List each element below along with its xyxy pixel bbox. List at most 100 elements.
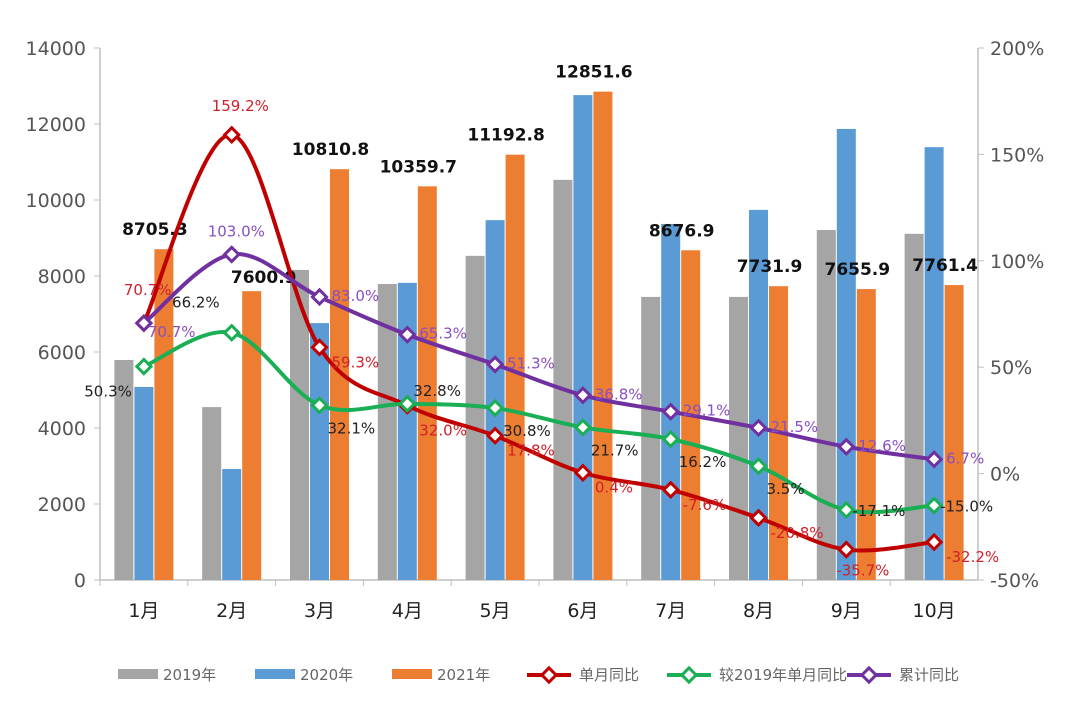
line-data-label: 32.0% bbox=[419, 422, 467, 440]
x-tick-label: 3月 bbox=[304, 600, 335, 622]
marker-单月同比 bbox=[924, 532, 944, 552]
line-data-label: 21.7% bbox=[591, 441, 639, 459]
bar-2021年 bbox=[242, 291, 262, 580]
x-tick-label: 8月 bbox=[743, 600, 774, 622]
bar-2020年 bbox=[661, 223, 681, 580]
marker-累计同比 bbox=[485, 355, 505, 374]
line-data-label: 66.2% bbox=[172, 294, 220, 312]
bar-data-label: 10359.7 bbox=[380, 157, 457, 177]
bar-data-label: 8705.3 bbox=[122, 220, 188, 240]
line-累计同比 bbox=[142, 252, 935, 462]
bar-2019年 bbox=[641, 296, 661, 580]
bar-data-label: 8676.9 bbox=[649, 221, 715, 241]
x-tick-label: 7月 bbox=[655, 600, 686, 622]
marker-较2019年单月同比 bbox=[398, 394, 417, 413]
bar-2019年 bbox=[377, 283, 397, 580]
bar-data-label: 11192.8 bbox=[467, 126, 544, 146]
marker-单月同比 bbox=[222, 125, 241, 145]
line-data-label: -20.8% bbox=[771, 524, 824, 542]
legend-swatch bbox=[392, 669, 432, 679]
legend-label: 单月同比 bbox=[579, 666, 639, 684]
line-data-label: -15.0% bbox=[940, 498, 993, 516]
marker-较2019年单月同比 bbox=[222, 323, 241, 342]
x-tick-label: 4月 bbox=[392, 600, 423, 622]
left-tick-label: 10000 bbox=[26, 190, 86, 212]
marker-较2019年单月同比 bbox=[573, 418, 593, 437]
line-data-label: 65.3% bbox=[419, 325, 467, 343]
right-tick-label: 0% bbox=[990, 464, 1020, 486]
line-data-label: 17.8% bbox=[507, 442, 555, 460]
marker-较2019年单月同比 bbox=[661, 429, 680, 449]
right-tick-label: 100% bbox=[990, 251, 1044, 273]
x-tick-label: 9月 bbox=[831, 600, 862, 622]
left-tick-label: 6000 bbox=[38, 342, 86, 364]
bar-2021年 bbox=[505, 154, 525, 581]
bar-2019年 bbox=[202, 407, 222, 580]
bar-2020年 bbox=[397, 282, 417, 580]
marker-较2019年单月同比 bbox=[485, 398, 505, 418]
line-data-label: -32.2% bbox=[946, 548, 999, 566]
bar-2019年 bbox=[553, 179, 573, 581]
marker-累计同比 bbox=[661, 402, 680, 421]
bar-data-label: 7761.4 bbox=[912, 256, 978, 276]
x-tick-label: 2月 bbox=[216, 600, 247, 622]
line-data-label: 59.3% bbox=[332, 353, 380, 371]
marker-较2019年单月同比 bbox=[134, 357, 154, 376]
legend-label: 2020年 bbox=[300, 666, 353, 684]
marker-较2019年单月同比 bbox=[749, 456, 768, 476]
legend-marker bbox=[859, 665, 879, 685]
left-tick-label: 14000 bbox=[26, 38, 86, 60]
line-data-label: -35.7% bbox=[836, 562, 889, 580]
right-tick-label: 200% bbox=[990, 38, 1044, 60]
bar-2021年 bbox=[330, 169, 349, 580]
marker-单月同比 bbox=[749, 508, 768, 528]
marker-较2019年单月同比 bbox=[837, 500, 856, 520]
marker-单月同比 bbox=[837, 540, 856, 559]
marker-单月同比 bbox=[573, 463, 593, 482]
left-tick-label: 8000 bbox=[38, 266, 86, 288]
bar-2021年 bbox=[944, 285, 964, 580]
bar-2020年 bbox=[222, 469, 242, 580]
marker-单月同比 bbox=[310, 338, 329, 357]
bar-2019年 bbox=[816, 230, 836, 580]
bar-data-label: 10810.8 bbox=[292, 140, 369, 160]
bar-2020年 bbox=[749, 209, 768, 580]
marker-累计同比 bbox=[837, 437, 856, 456]
line-data-label: 36.8% bbox=[595, 385, 643, 403]
line-data-label: 32.8% bbox=[413, 382, 461, 400]
bar-2019年 bbox=[904, 233, 924, 580]
left-tick-label: 2000 bbox=[38, 494, 86, 516]
left-tick-label: 0 bbox=[74, 570, 86, 592]
marker-较2019年单月同比 bbox=[310, 396, 329, 415]
line-data-label: 30.8% bbox=[503, 422, 551, 440]
marker-累计同比 bbox=[222, 245, 241, 264]
line-data-label: 159.2% bbox=[212, 97, 269, 115]
bar-2021年 bbox=[417, 186, 437, 580]
left-tick-label: 4000 bbox=[38, 418, 86, 440]
bar-2019年 bbox=[465, 255, 485, 581]
line-单月同比 bbox=[142, 132, 935, 553]
x-tick-label: 5月 bbox=[480, 600, 511, 622]
legend-swatch bbox=[255, 669, 295, 679]
legend-label: 较2019年单月同比 bbox=[719, 666, 847, 684]
line-data-label: 51.3% bbox=[507, 354, 555, 372]
marker-累计同比 bbox=[749, 418, 768, 438]
line-data-label: 29.1% bbox=[683, 402, 731, 420]
marker-累计同比 bbox=[398, 325, 417, 344]
line-data-label: 70.7% bbox=[148, 323, 196, 341]
bar-2021年 bbox=[856, 289, 876, 580]
right-tick-label: 150% bbox=[990, 144, 1044, 166]
marker-累计同比 bbox=[924, 450, 944, 469]
bar-2020年 bbox=[310, 323, 329, 580]
line-data-label: 21.5% bbox=[771, 418, 819, 436]
bar-2019年 bbox=[290, 269, 309, 580]
left-tick-label: 12000 bbox=[26, 114, 86, 136]
line-data-label: -7.6% bbox=[683, 496, 727, 514]
line-data-label: 70.7% bbox=[124, 281, 172, 299]
right-tick-label: 50% bbox=[990, 357, 1032, 379]
legend-marker bbox=[539, 665, 559, 685]
line-data-label: -17.1% bbox=[852, 502, 905, 520]
line-data-label: 50.3% bbox=[84, 383, 132, 401]
line-data-label: 83.0% bbox=[332, 287, 380, 305]
